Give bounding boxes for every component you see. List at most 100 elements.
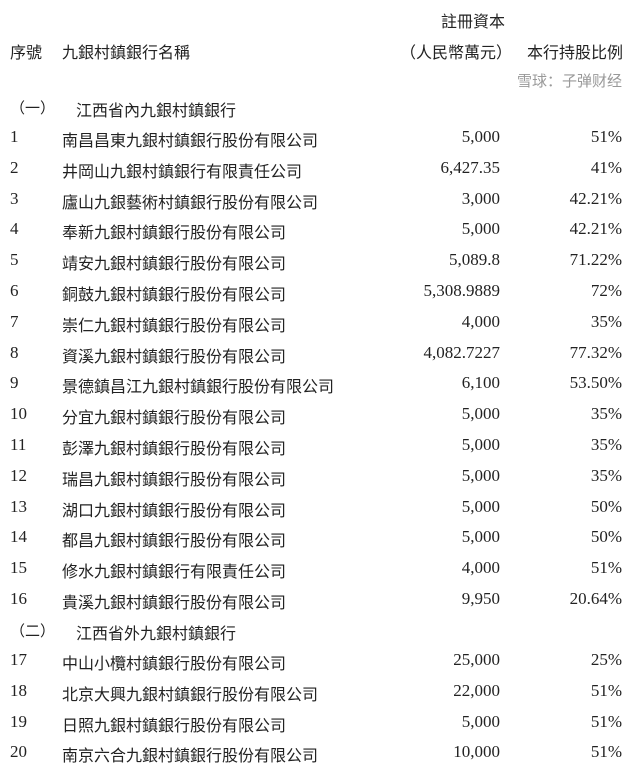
- shareholding-ratio: 35%: [590, 465, 622, 485]
- section-heading: （二） 江西省外九銀村鎮銀行: [0, 620, 638, 650]
- registered-capital: 5,000: [461, 404, 500, 424]
- header-share: 本行持股比例: [527, 43, 624, 62]
- registered-capital: 5,000: [461, 435, 500, 454]
- shareholding-ratio: 50%: [590, 527, 622, 547]
- bank-name: 修水九銀村鎮銀行有限責任公司: [62, 562, 287, 582]
- registered-capital: 4,000: [461, 311, 500, 331]
- shareholding-ratio: 72%: [590, 281, 622, 300]
- table-row: 7 崇仁九銀村鎮銀行股份有限公司 4,000 35%: [0, 312, 638, 342]
- section-heading: （一） 江西省內九銀村鎮銀行: [0, 97, 638, 127]
- table-row: 13 湖口九銀村鎮銀行股份有限公司 5,000 50%: [0, 497, 638, 527]
- bank-name: 都昌九銀村鎮銀行股份有限公司: [62, 531, 287, 551]
- registered-capital: 5,000: [461, 127, 500, 146]
- shareholding-ratio: 35%: [590, 311, 622, 331]
- watermark: 雪球：子弹财经: [516, 72, 622, 90]
- row-index: 2: [10, 157, 19, 177]
- bank-name: 靖安九銀村鎮銀行股份有限公司: [62, 254, 287, 274]
- row-index: 15: [10, 558, 27, 578]
- registered-capital: 3,000: [461, 188, 500, 208]
- row-index: 14: [10, 527, 27, 547]
- bank-name: 湖口九銀村鎮銀行股份有限公司: [62, 500, 287, 520]
- bank-name: 景德鎮昌江九銀村鎮銀行股份有限公司: [62, 377, 335, 397]
- bank-name: 中山小欖村鎮銀行股份有限公司: [62, 654, 287, 673]
- table-row: 14 都昌九銀村鎮銀行股份有限公司 5,000 50%: [0, 527, 638, 557]
- bank-name: 奉新九銀村鎮銀行股份有限公司: [62, 223, 287, 243]
- table-row: 20 南京六合九銀村鎮銀行股份有限公司 10,000 51%: [0, 742, 638, 772]
- row-index: 12: [10, 465, 27, 485]
- row-index: 8: [10, 342, 19, 362]
- table-row: 5 靖安九銀村鎮銀行股份有限公司 5,089.8 71.22%: [0, 250, 638, 280]
- row-index: 6: [10, 281, 19, 300]
- header-name: 九銀村鎮銀行名稱: [62, 43, 191, 62]
- shareholding-ratio: 53.50%: [569, 373, 622, 393]
- registered-capital: 5,000: [461, 465, 500, 485]
- bank-name: 彭澤九銀村鎮銀行股份有限公司: [62, 439, 287, 458]
- table-row: 8 資溪九銀村鎮銀行股份有限公司 4,082.7227 77.32%: [0, 343, 638, 373]
- shareholding-ratio: 51%: [590, 127, 622, 146]
- shareholding-ratio: 25%: [590, 650, 622, 669]
- row-index: 1: [10, 127, 19, 146]
- shareholding-ratio: 20.64%: [569, 589, 622, 608]
- shareholding-ratio: 42.21%: [569, 188, 622, 208]
- table-row: 2 井岡山九銀村鎮銀行有限責任公司 6,427.35 41%: [0, 158, 638, 188]
- row-index: 17: [10, 650, 27, 669]
- registered-capital: 5,308.9889: [423, 281, 501, 300]
- section-title: 江西省外九銀村鎮銀行: [76, 624, 237, 643]
- bank-name: 銅鼓九銀村鎮銀行股份有限公司: [62, 285, 287, 304]
- shareholding-ratio: 35%: [590, 435, 622, 454]
- bank-name: 廬山九銀藝術村鎮銀行股份有限公司: [62, 192, 319, 212]
- row-index: 9: [10, 373, 19, 393]
- table-row: 19 日照九銀村鎮銀行股份有限公司 5,000 51%: [0, 712, 638, 742]
- registered-capital: 4,082.7227: [423, 342, 501, 362]
- section-label: （二）: [10, 622, 56, 640]
- row-index: 16: [10, 589, 27, 608]
- row-index: 13: [10, 496, 27, 516]
- header-capital-line1: 註冊資本: [441, 12, 506, 31]
- registered-capital: 6,427.35: [440, 157, 501, 177]
- shareholding-ratio: 42.21%: [569, 219, 622, 239]
- row-index: 19: [10, 711, 27, 731]
- bank-name: 瑞昌九銀村鎮銀行股份有限公司: [62, 469, 287, 489]
- table-row: 4 奉新九銀村鎮銀行股份有限公司 5,000 42.21%: [0, 219, 638, 249]
- table-row: 1 南昌昌東九銀村鎮銀行股份有限公司 5,000 51%: [0, 127, 638, 157]
- table-row: 10 分宜九銀村鎮銀行股份有限公司 5,000 35%: [0, 404, 638, 434]
- section-label: （一）: [10, 99, 56, 117]
- bank-name: 貴溪九銀村鎮銀行股份有限公司: [62, 593, 287, 612]
- shareholding-ratio: 77.32%: [569, 342, 622, 362]
- row-index: 5: [10, 250, 19, 270]
- table-row: 3 廬山九銀藝術村鎮銀行股份有限公司 3,000 42.21%: [0, 189, 638, 219]
- bank-name: 崇仁九銀村鎮銀行股份有限公司: [62, 315, 287, 335]
- table-row: 15 修水九銀村鎮銀行有限責任公司 4,000 51%: [0, 558, 638, 588]
- shareholding-ratio: 51%: [590, 680, 622, 700]
- bank-name: 北京大興九銀村鎮銀行股份有限公司: [62, 684, 319, 704]
- bank-name: 資溪九銀村鎮銀行股份有限公司: [62, 346, 287, 366]
- table-row: 16 貴溪九銀村鎮銀行股份有限公司 9,950 20.64%: [0, 589, 638, 619]
- shareholding-ratio: 51%: [590, 711, 622, 731]
- registered-capital: 22,000: [453, 680, 500, 700]
- table-row: 12 瑞昌九銀村鎮銀行股份有限公司 5,000 35%: [0, 466, 638, 496]
- row-index: 10: [10, 404, 27, 424]
- row-index: 18: [10, 680, 27, 700]
- bank-name: 南昌昌東九銀村鎮銀行股份有限公司: [62, 131, 319, 150]
- row-index: 3: [10, 188, 19, 208]
- registered-capital: 10,000: [453, 742, 500, 762]
- shareholding-ratio: 41%: [590, 157, 622, 177]
- registered-capital: 5,000: [461, 527, 500, 547]
- row-index: 20: [10, 742, 27, 762]
- bank-name: 日照九銀村鎮銀行股份有限公司: [62, 715, 287, 735]
- header-capital-line2: （人民幣萬元）: [400, 43, 513, 62]
- bank-name: 井岡山九銀村鎮銀行有限責任公司: [62, 161, 303, 181]
- shareholding-ratio: 51%: [590, 558, 622, 578]
- registered-capital: 4,000: [461, 558, 500, 578]
- section-title: 江西省內九銀村鎮銀行: [76, 101, 237, 120]
- row-index: 11: [10, 435, 27, 454]
- registered-capital: 5,000: [461, 496, 500, 516]
- shareholding-ratio: 35%: [590, 404, 622, 424]
- row-index: 4: [10, 219, 19, 239]
- registered-capital: 9,950: [461, 589, 500, 608]
- table-row: 11 彭澤九銀村鎮銀行股份有限公司 5,000 35%: [0, 435, 638, 465]
- bank-name: 南京六合九銀村鎮銀行股份有限公司: [62, 746, 319, 766]
- row-index: 7: [10, 311, 19, 331]
- registered-capital: 6,100: [461, 373, 500, 393]
- table-row: 9 景德鎮昌江九銀村鎮銀行股份有限公司 6,100 53.50%: [0, 373, 638, 403]
